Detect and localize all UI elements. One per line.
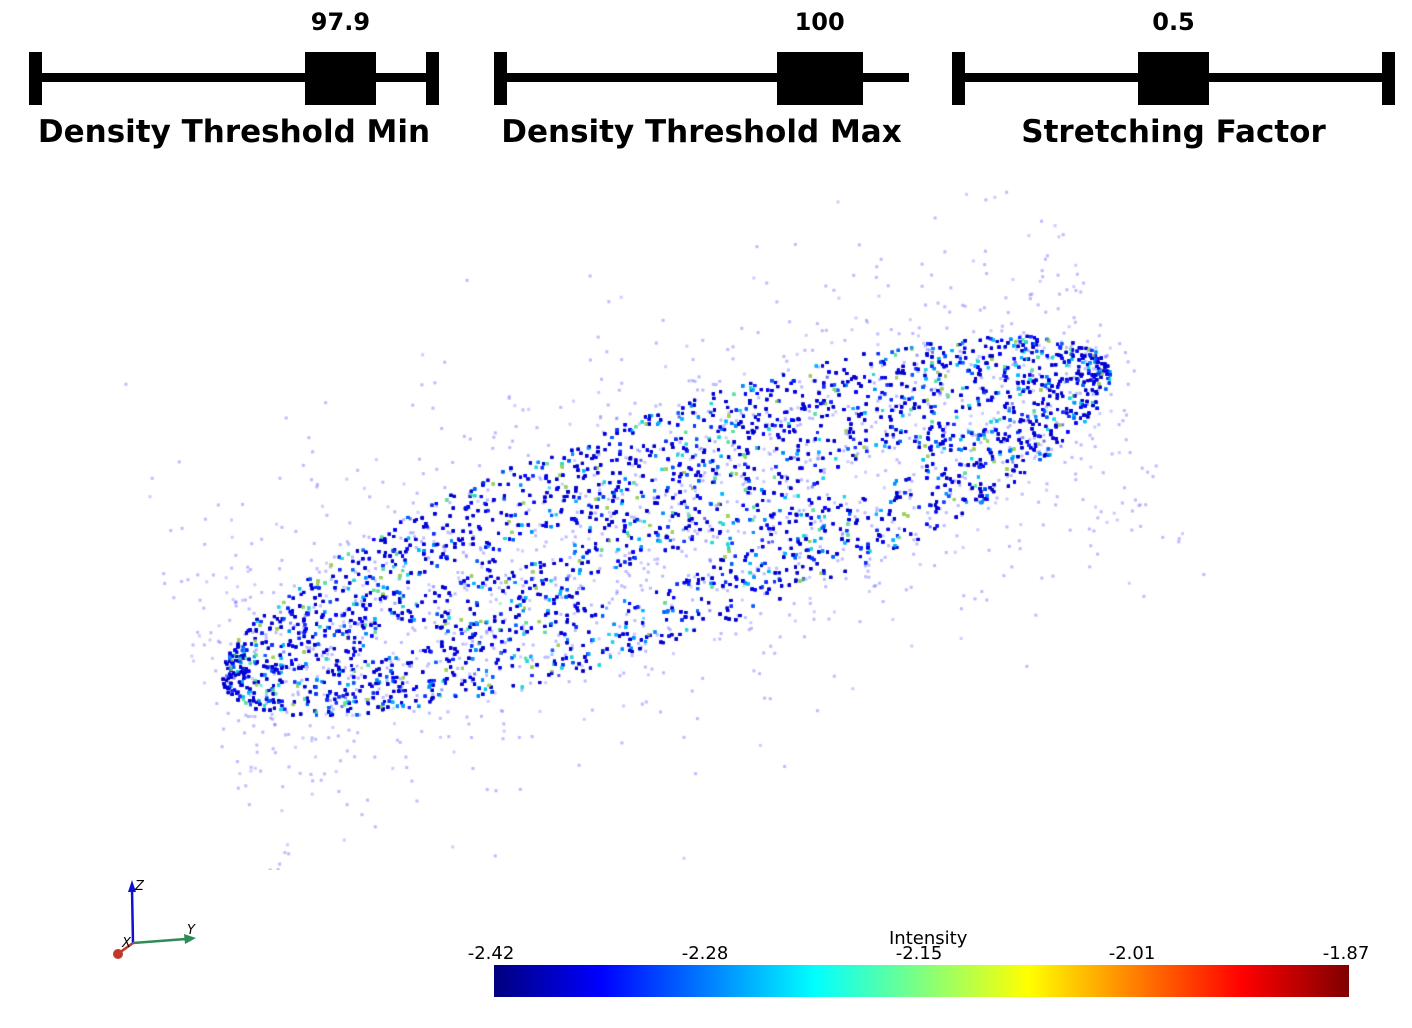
slider-thumb[interactable] xyxy=(304,52,376,105)
slider-title: Stretching Factor xyxy=(1021,114,1326,150)
density-threshold-min-slider[interactable]: 97.9 Density Threshold Min xyxy=(29,0,439,160)
colorbar-title: Intensity xyxy=(889,928,968,949)
colorbar-gradient xyxy=(494,965,1349,997)
y-axis-arrowhead xyxy=(184,934,196,944)
z-axis-line xyxy=(130,887,135,944)
point-cloud-volume[interactable] xyxy=(0,170,1412,870)
slider-right-endcap xyxy=(426,52,439,105)
slider-left-endcap xyxy=(494,52,507,105)
slider-track[interactable] xyxy=(42,73,426,82)
slider-right-endcap xyxy=(1382,52,1395,105)
slider-value-label: 100 xyxy=(794,8,845,36)
colorbar-tick: -2.28 xyxy=(681,943,729,964)
x-axis-marker xyxy=(113,949,123,959)
slider-left-endcap xyxy=(952,52,965,105)
z-axis-arrowhead xyxy=(128,880,136,892)
y-axis-label: Y xyxy=(187,923,196,938)
colorbar-tick: -2.42 xyxy=(467,943,515,964)
slider-value-label: 97.9 xyxy=(310,8,371,36)
x-axis-label: X xyxy=(121,936,132,951)
colorbar-tick: -1.87 xyxy=(1322,943,1370,964)
slider-title: Density Threshold Min xyxy=(37,114,431,150)
colorbar-tick: -2.01 xyxy=(1108,943,1156,964)
slider-value-label: 0.5 xyxy=(1152,8,1195,36)
density-threshold-max-slider[interactable]: 100 Density Threshold Max xyxy=(494,0,909,160)
slider-thumb[interactable] xyxy=(1138,52,1209,105)
render-viewport[interactable] xyxy=(0,170,1412,870)
slider-title: Density Threshold Max xyxy=(501,114,902,150)
intensity-colorbar: Intensity -2.42 -2.28 -2.15 -2.01 -1.87 xyxy=(467,925,1370,1005)
slider-track[interactable] xyxy=(507,73,909,82)
stretching-factor-slider[interactable]: 0.5 Stretching Factor xyxy=(952,0,1395,160)
slider-left-endcap xyxy=(29,52,42,105)
slider-thumb[interactable] xyxy=(776,52,863,105)
y-axis-line xyxy=(132,937,187,945)
z-axis-label: Z xyxy=(134,879,145,894)
colorbar-tick: -2.15 xyxy=(895,943,943,964)
orientation-axes-widget: Z Y X xyxy=(113,879,196,959)
